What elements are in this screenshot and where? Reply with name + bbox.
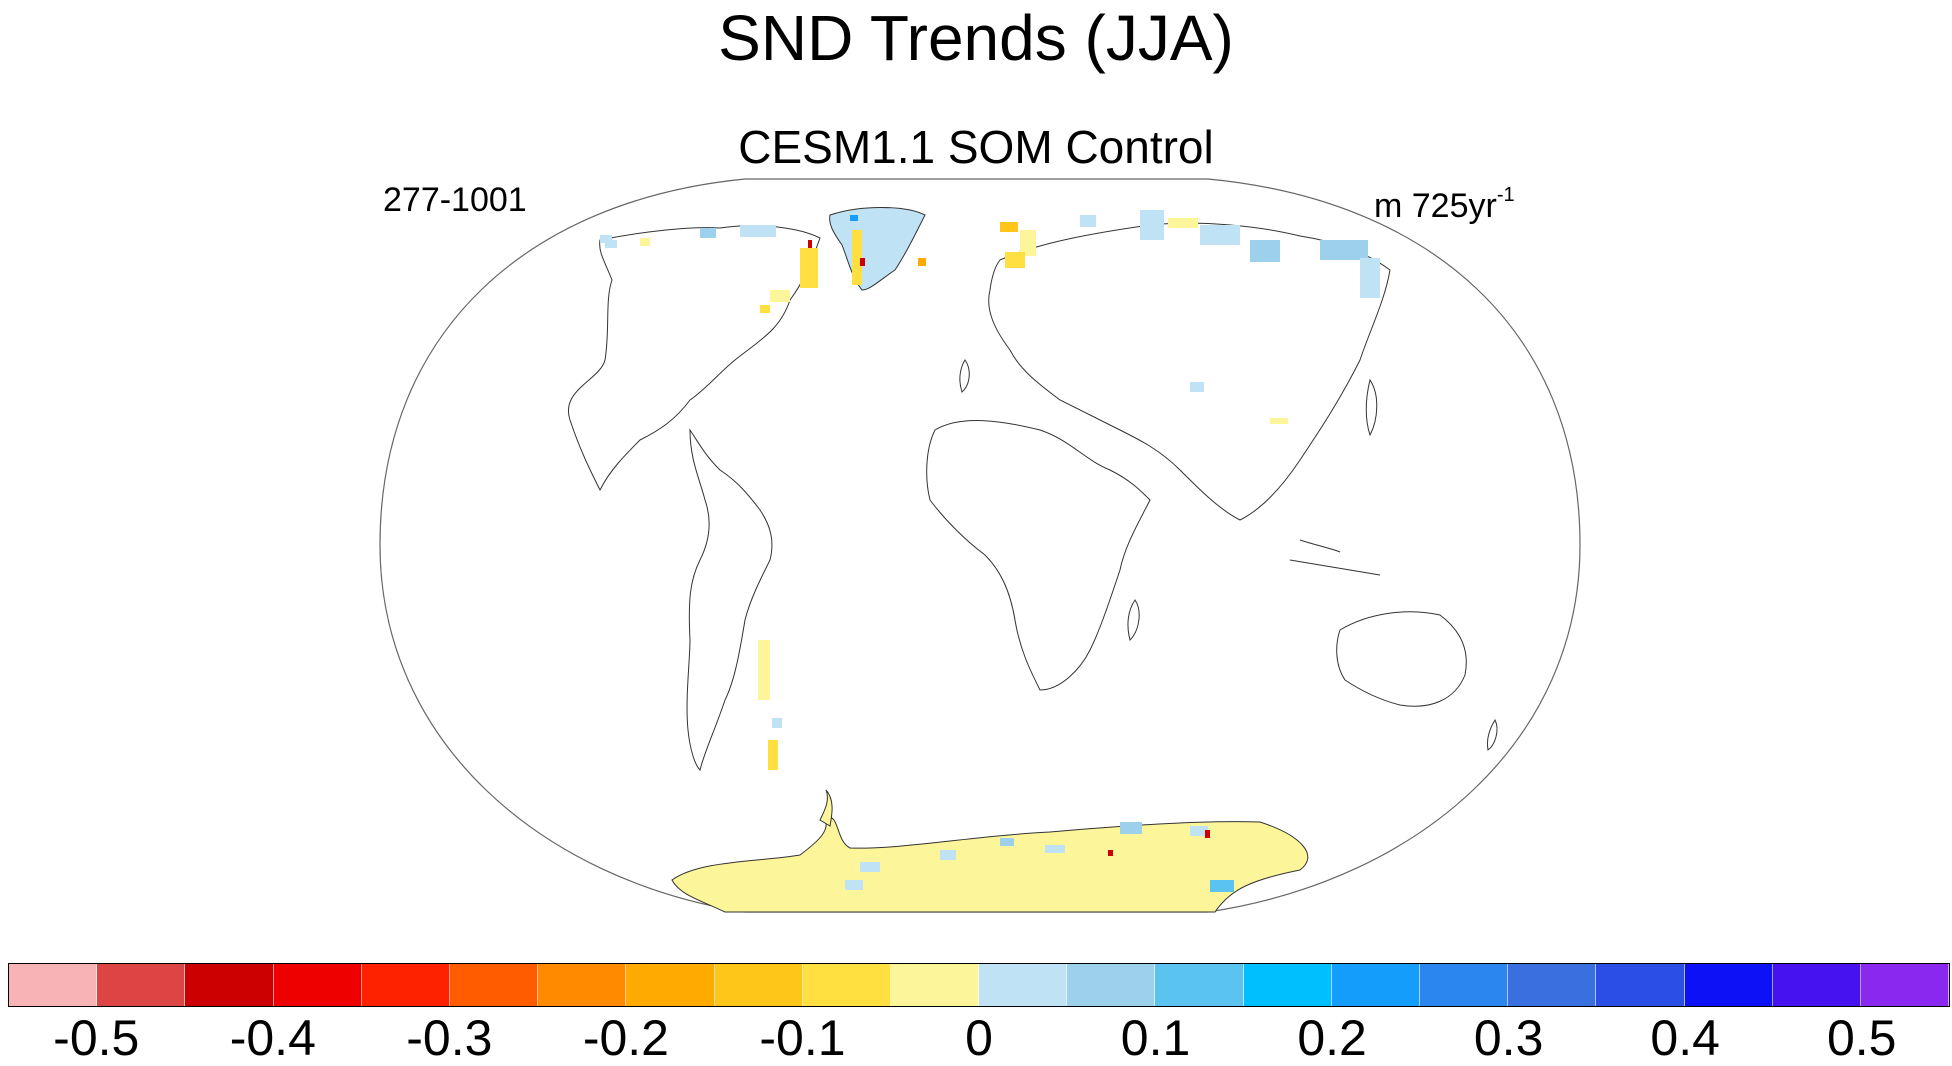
colorbar-box (626, 964, 715, 1006)
period-label: 277-1001 (383, 181, 527, 219)
madagascar (1127, 599, 1140, 641)
colorbar-box (1155, 964, 1244, 1006)
colorbar-box (802, 964, 891, 1006)
colorbar-tick-label: 0 (965, 1010, 993, 1066)
colorbar-box (185, 964, 274, 1006)
colorbar-box (979, 964, 1068, 1006)
japan (1365, 378, 1378, 437)
colorbar-box (1420, 964, 1509, 1006)
new-zealand (1487, 718, 1498, 751)
chart-subtitle: CESM1.1 SOM Control (738, 121, 1214, 173)
colorbar-box (538, 964, 627, 1006)
colorbar-box (97, 964, 186, 1006)
eurasia (600, 210, 1391, 521)
colorbar (8, 963, 1950, 1007)
antarctica (671, 789, 1309, 913)
africa (926, 420, 1151, 691)
colorbar-tick-label: 0.3 (1473, 1010, 1544, 1066)
colorbar-box (890, 964, 980, 1006)
indonesia (1289, 539, 1381, 576)
world-map (379, 178, 1581, 913)
colorbar-box (1860, 964, 1950, 1006)
colorbar-box (1243, 964, 1332, 1006)
colorbar-box (714, 964, 803, 1006)
north-america (567, 225, 821, 771)
colorbar-box (449, 964, 539, 1006)
colorbar-box (361, 964, 450, 1006)
units-base: m 725yr (1374, 187, 1497, 225)
colorbar-tick-label: 0.1 (1120, 1010, 1191, 1066)
map-boundary (379, 178, 1581, 913)
colorbar-tick-label: 0.4 (1650, 1010, 1720, 1066)
colorbar-box (1596, 964, 1685, 1006)
colorbar-box (1331, 964, 1420, 1006)
colorbar-tick-label: -0.2 (582, 1010, 669, 1066)
colorbar-tick-label: -0.1 (759, 1010, 846, 1066)
colorbar-box (1684, 964, 1773, 1006)
colorbar-tick-label: 0.5 (1826, 1010, 1897, 1066)
colorbar-box (1772, 964, 1861, 1006)
units-label: m 725yr-1 (1374, 175, 1515, 226)
colorbar-box (1067, 964, 1156, 1006)
units-exponent: -1 (1496, 184, 1515, 206)
greenland (829, 207, 926, 291)
colorbar-box (9, 964, 98, 1006)
colorbar-box (1508, 964, 1597, 1006)
colorbar-tick-label: -0.5 (53, 1010, 140, 1066)
colorbar-box (273, 964, 362, 1006)
chart-title: SND Trends (JJA) (718, 2, 1234, 74)
australia (1336, 611, 1467, 707)
british-isles (959, 359, 970, 393)
colorbar-tick-label: 0.2 (1297, 1010, 1367, 1066)
colorbar-tick-label: -0.3 (406, 1010, 493, 1066)
colorbar-tick-label: -0.4 (229, 1010, 316, 1066)
